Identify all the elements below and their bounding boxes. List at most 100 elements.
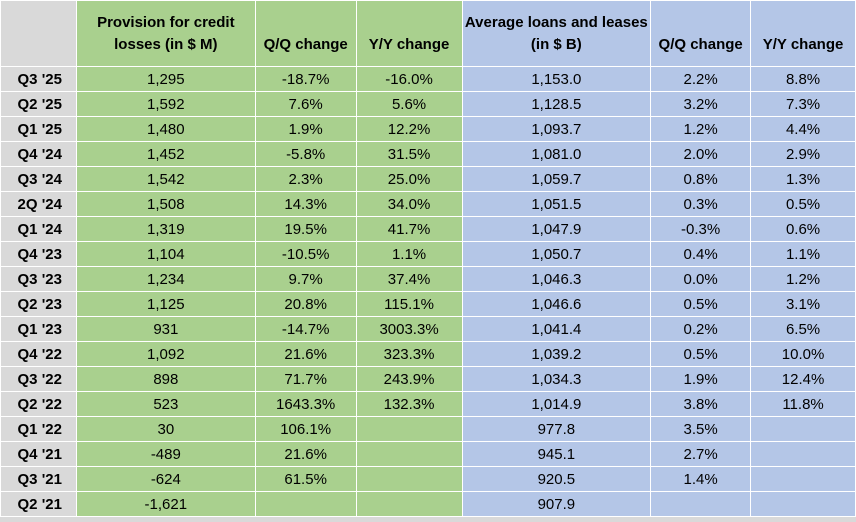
loans-yy-cell: 1.1% [750, 241, 856, 267]
quarter-cell: Q4 '24 [0, 141, 77, 167]
loans-cell: 1,093.7 [461, 116, 652, 142]
loans-cell: 1,047.9 [461, 216, 652, 242]
provision-qq-cell [254, 491, 357, 517]
provision-cell: 1,319 [75, 216, 256, 242]
quarter-cell: 2Q '24 [0, 191, 77, 217]
provision-yy-cell: 25.0% [355, 166, 463, 192]
table-row: Q3 '25 1,295 -18.7% -16.0% 1,153.0 2.2% 8.8% [0, 66, 856, 92]
loans-yy-cell: 10.0% [750, 341, 856, 367]
provision-qq-cell: 1.9% [254, 116, 357, 142]
provision-qq-cell: 2.3% [254, 166, 357, 192]
provision-yy-cell: 243.9% [355, 366, 463, 392]
provision-cell: 1,125 [75, 291, 256, 317]
table-row: Q2 '23 1,125 20.8% 115.1% 1,046.6 0.5% 3.1% [0, 291, 856, 317]
loans-qq-cell: 0.4% [650, 241, 752, 267]
provision-qq-cell: 71.7% [254, 366, 357, 392]
table-row: Q2 '22 523 1643.3% 132.3% 1,014.9 3.8% 11.8% [0, 391, 856, 417]
provision-cell: 1,508 [75, 191, 256, 217]
loans-yy-cell [750, 491, 856, 517]
provision-yy-cell: 37.4% [355, 266, 463, 292]
loans-cell: 945.1 [461, 441, 652, 467]
loans-cell: 920.5 [461, 466, 652, 492]
loans-cell: 1,059.7 [461, 166, 652, 192]
loans-yy-cell: 6.5% [750, 316, 856, 342]
loans-cell: 1,050.7 [461, 241, 652, 267]
provision-yy-cell: 3003.3% [355, 316, 463, 342]
table-row: Q2 '25 1,592 7.6% 5.6% 1,128.5 3.2% 7.3% [0, 91, 856, 117]
quarter-cell: Q1 '23 [0, 316, 77, 342]
quarter-cell: Q3 '22 [0, 366, 77, 392]
loans-cell: 907.9 [461, 491, 652, 517]
table-row: Q3 '22 898 71.7% 243.9% 1,034.3 1.9% 12.4% [0, 366, 856, 392]
loans-qq-cell: 0.5% [650, 341, 752, 367]
quarter-cell: Q3 '24 [0, 166, 77, 192]
provision-qq-cell: 19.5% [254, 216, 357, 242]
quarter-cell: Q4 '23 [0, 241, 77, 267]
provision-yy-cell: 132.3% [355, 391, 463, 417]
provision-cell: 1,592 [75, 91, 256, 117]
provision-cell: -1,621 [75, 491, 256, 517]
loans-qq-cell [650, 491, 752, 517]
loans-qq-cell: 3.8% [650, 391, 752, 417]
quarter-cell: Q4 '21 [0, 441, 77, 467]
loans-yy-cell: 8.8% [750, 66, 856, 92]
loans-qq-cell: 0.5% [650, 291, 752, 317]
loans-cell: 1,081.0 [461, 141, 652, 167]
loans-cell: 1,046.6 [461, 291, 652, 317]
quarter-cell: Q2 '22 [0, 391, 77, 417]
loans-cell: 1,128.5 [461, 91, 652, 117]
header-row: Provision for credit losses (in $ M) Q/Q… [0, 0, 856, 67]
provision-cell: 1,104 [75, 241, 256, 267]
loans-yy-cell: 7.3% [750, 91, 856, 117]
loans-yy-cell: 12.4% [750, 366, 856, 392]
provision-cell: -489 [75, 441, 256, 467]
loans-yy-cell: 4.4% [750, 116, 856, 142]
provision-qq-cell: 21.6% [254, 441, 357, 467]
quarter-cell: Q2 '21 [0, 491, 77, 517]
provision-qq-cell: 106.1% [254, 416, 357, 442]
loans-cell: 977.8 [461, 416, 652, 442]
provision-cell: 1,092 [75, 341, 256, 367]
provision-yy-cell [355, 441, 463, 467]
provision-yy-cell: 12.2% [355, 116, 463, 142]
table-row: Q4 '21 -489 21.6% 945.1 2.7% [0, 441, 856, 467]
provision-qq-cell: -14.7% [254, 316, 357, 342]
quarter-cell: Q1 '22 [0, 416, 77, 442]
table-row: Q4 '24 1,452 -5.8% 31.5% 1,081.0 2.0% 2.9% [0, 141, 856, 167]
header-provision: Provision for credit losses (in $ M) [75, 0, 256, 67]
provision-cell: 523 [75, 391, 256, 417]
provision-cell: 898 [75, 366, 256, 392]
loans-cell: 1,039.2 [461, 341, 652, 367]
loans-yy-cell [750, 441, 856, 467]
provision-cell: 1,452 [75, 141, 256, 167]
provision-yy-cell [355, 466, 463, 492]
header-provision-yy: Y/Y change [355, 0, 463, 67]
loans-qq-cell: 2.0% [650, 141, 752, 167]
provision-cell: 1,542 [75, 166, 256, 192]
provision-yy-cell: 115.1% [355, 291, 463, 317]
loans-qq-cell: 3.2% [650, 91, 752, 117]
provision-yy-cell: 323.3% [355, 341, 463, 367]
loans-cell: 1,153.0 [461, 66, 652, 92]
provision-yy-cell: 41.7% [355, 216, 463, 242]
quarter-cell: Q1 '25 [0, 116, 77, 142]
loans-cell: 1,014.9 [461, 391, 652, 417]
provision-qq-cell: 20.8% [254, 291, 357, 317]
provision-yy-cell: 5.6% [355, 91, 463, 117]
loans-qq-cell: 1.9% [650, 366, 752, 392]
provision-yy-cell [355, 491, 463, 517]
loans-yy-cell [750, 466, 856, 492]
provision-qq-cell: 21.6% [254, 341, 357, 367]
loans-qq-cell: 2.7% [650, 441, 752, 467]
loans-yy-cell [750, 416, 856, 442]
provision-qq-cell: 61.5% [254, 466, 357, 492]
loans-qq-cell: 0.2% [650, 316, 752, 342]
provision-qq-cell: -5.8% [254, 141, 357, 167]
header-provision-qq: Q/Q change [254, 0, 357, 67]
header-loans: Average loans and leases (in $ B) [461, 0, 652, 67]
table-row: Q4 '23 1,104 -10.5% 1.1% 1,050.7 0.4% 1.1% [0, 241, 856, 267]
provision-yy-cell [355, 416, 463, 442]
provision-qq-cell: 7.6% [254, 91, 357, 117]
quarter-cell: Q3 '23 [0, 266, 77, 292]
